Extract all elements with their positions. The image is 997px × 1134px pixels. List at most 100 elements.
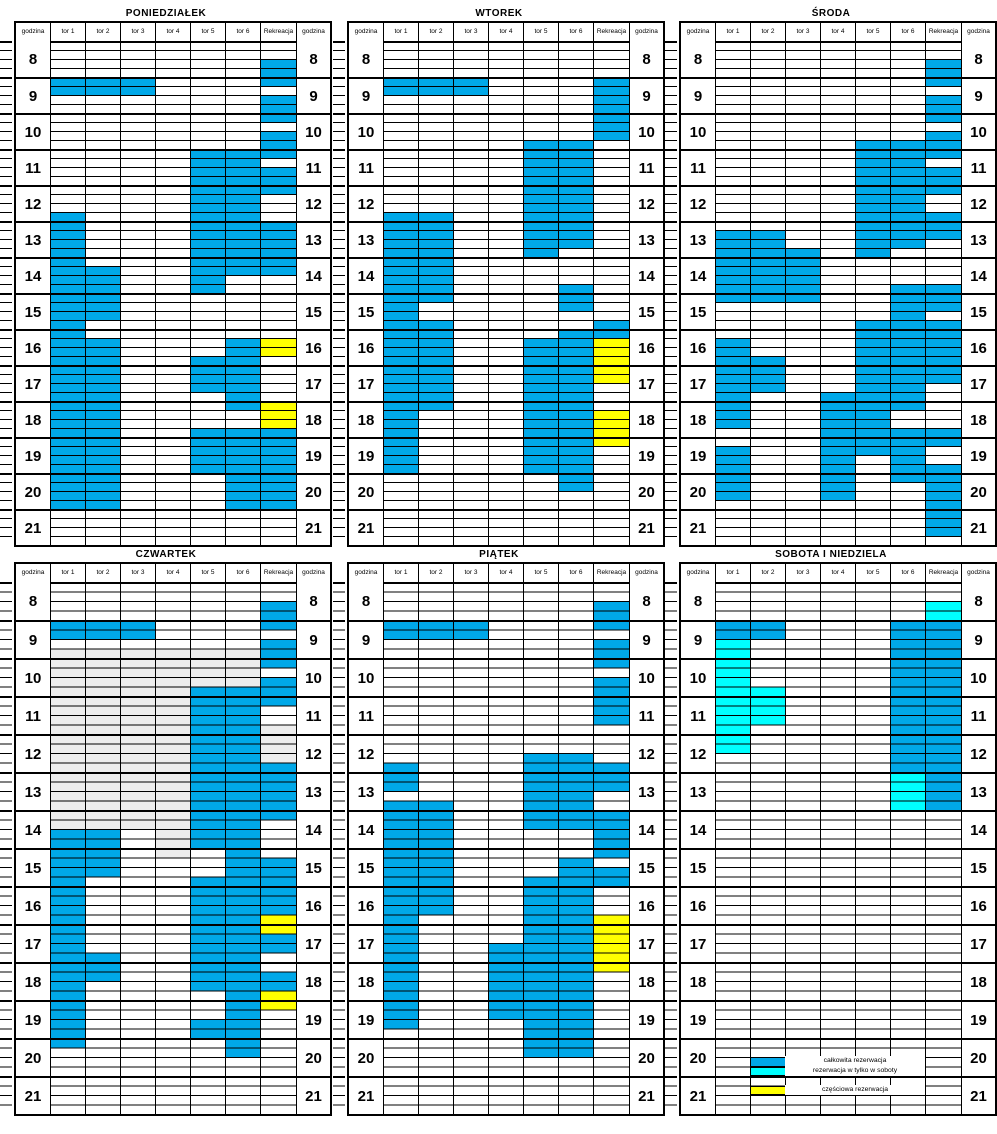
hour-label: 8 [309, 592, 318, 610]
schedule-grid: godzina tor 1 tor 2 tor 3 tor 4 tor 5 tor 6 Rek… [679, 21, 997, 547]
column-header-godzina: godzina [354, 28, 378, 35]
reservation-block-full [419, 800, 453, 915]
reservation-block-full [559, 284, 593, 311]
column-header-tor5: tor 5 [523, 23, 558, 41]
column-header-tor6: tor 6 [225, 564, 260, 582]
hour-label: 9 [962, 77, 995, 113]
hour-label: 18 [630, 401, 663, 437]
hour-label: 11 [349, 149, 383, 185]
hour-label: 8 [642, 50, 651, 68]
hour-label: 21 [681, 509, 715, 545]
reservation-block-full [594, 867, 629, 886]
reservation-block-full [261, 639, 296, 668]
lane-column-tor6 [890, 41, 925, 545]
column-header-tor1: tor 1 [50, 564, 85, 582]
reservation-block-full [51, 829, 85, 1048]
hour-label: 20 [349, 1038, 383, 1076]
reservation-block-full [86, 952, 120, 981]
schedule-grid: godzina tor 1 tor 2 tor 3 tor 4 tor 5 tor 6 Rek… [679, 562, 997, 1116]
hour-label: 15 [349, 293, 383, 329]
hour-label: 8 [642, 592, 651, 610]
reservation-block-full [559, 857, 593, 1057]
reservation-block-full [261, 933, 296, 953]
hour-label: 12 [681, 185, 715, 221]
reservation-block-full [926, 167, 961, 194]
hour-label: 16 [681, 329, 715, 365]
hour-label: 8 [28, 592, 38, 610]
hour-label-column: 8 9 10 11 12 13 14 15 16 17 18 19 20 21 [629, 41, 663, 545]
reservation-block-full [926, 620, 961, 810]
lane-column-tor1 [50, 582, 85, 1114]
lane-column-tor6 [558, 582, 593, 1114]
column-header-rekreacja: Rekreacja [593, 564, 629, 582]
column-header-tor4: tor 4 [488, 564, 523, 582]
hour-label: 15 [962, 848, 995, 886]
hour-label: 18 [962, 401, 995, 437]
day-title: PONIEDZIAŁEK [125, 8, 207, 19]
hour-label: 8 [693, 50, 703, 68]
reservation-block-full [261, 762, 296, 820]
hour-label: 18 [297, 962, 330, 1000]
hour-label: 10 [962, 658, 995, 696]
reservation-block-saturday [891, 772, 925, 810]
column-header-tor6: tor 6 [225, 23, 260, 41]
hour-label: 13 [16, 221, 50, 257]
reservation-block-full [86, 829, 120, 877]
hour-label: 16 [349, 329, 383, 365]
column-header-tor4: tor 4 [155, 23, 190, 41]
grid-lines [786, 582, 820, 1114]
day-title: WTOREK [475, 8, 523, 19]
hour-label: 20 [297, 1038, 330, 1076]
column-header-tor4: tor 4 [820, 564, 855, 582]
lane-column-tor1 [383, 582, 418, 1114]
column-header-godzina: godzina [961, 23, 995, 41]
reservation-block-gray [86, 648, 120, 829]
hour-label: 11 [16, 696, 50, 734]
hour-label: 9 [16, 77, 50, 113]
hour-label: 13 [16, 772, 50, 810]
hour-label: 17 [681, 365, 715, 401]
hour-label: 15 [630, 293, 663, 329]
hour-label: 17 [16, 365, 50, 401]
day-title: SOBOTA I NIEDZIELA [775, 549, 887, 560]
reservation-block-full [261, 601, 296, 630]
hour-label: 11 [349, 696, 383, 734]
hour-label: 8 [28, 50, 38, 68]
schedule-grid: godzina tor 1 tor 2 tor 3 tor 4 tor 5 tor 6 Rek… [14, 562, 332, 1116]
column-header-tor5: tor 5 [523, 564, 558, 582]
column-header-tor6: tor 6 [890, 23, 925, 41]
grid-lines [121, 41, 155, 545]
hour-label-column: 8 9 10 11 12 13 14 15 16 17 18 19 20 21 [16, 582, 50, 1114]
hour-label: 19 [681, 1000, 715, 1038]
reservation-block-full [419, 320, 453, 410]
lane-column-tor5 [190, 41, 225, 545]
hour-label: 13 [681, 772, 715, 810]
hour-label: 12 [297, 185, 330, 221]
hour-label: 15 [16, 848, 50, 886]
column-header-tor5: tor 5 [190, 564, 225, 582]
reservation-block-full [86, 77, 120, 95]
reservation-block-full [419, 77, 453, 95]
reservation-block-full [926, 320, 961, 383]
hour-label: 8 [974, 592, 983, 610]
cut-column-sliver [333, 582, 345, 1114]
column-header-rekreacja: Rekreacja [593, 23, 629, 41]
lane-column-rekreacja [925, 41, 961, 545]
reservation-block-full [751, 356, 785, 392]
column-header-tor5: tor 5 [190, 23, 225, 41]
hour-label: 13 [297, 772, 330, 810]
lane-column-tor4 [155, 582, 190, 1114]
hour-label: 20 [630, 473, 663, 509]
reservation-block-full [261, 221, 296, 275]
hour-label-column: 8 9 10 11 12 13 14 15 16 17 18 19 20 21 [681, 582, 715, 1114]
reservation-block-full [716, 230, 750, 302]
hour-label: 13 [349, 221, 383, 257]
hour-label: 13 [349, 772, 383, 810]
column-header-godzina: godzina [296, 564, 330, 582]
reservation-block-full [524, 140, 558, 257]
hour-label: 15 [681, 848, 715, 886]
hour-label: 13 [962, 772, 995, 810]
day-grid-czwartek: CZWARTEK godzina tor 1 tor 2 tor 3 tor 4 tor 5… [0, 549, 332, 1116]
reservation-block-full [191, 356, 225, 392]
